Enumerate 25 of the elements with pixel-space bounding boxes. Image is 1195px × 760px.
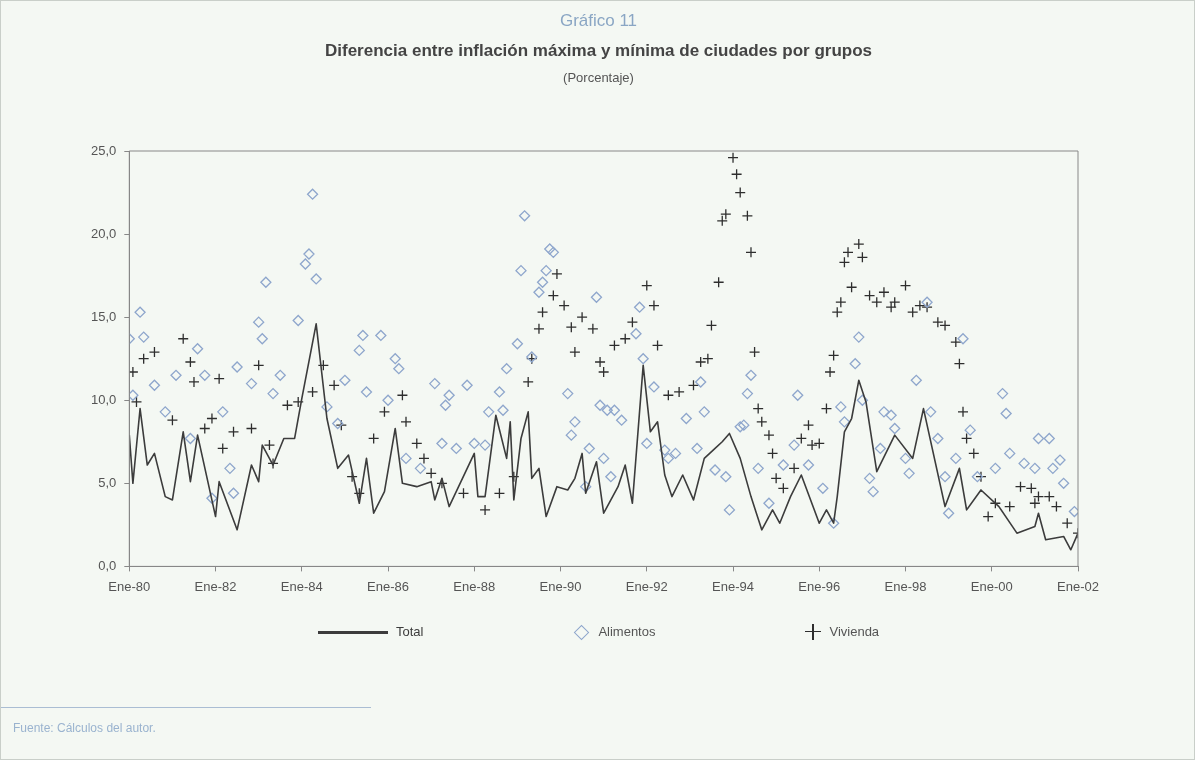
y-tick-label: 10,0: [90, 391, 117, 407]
x-tick-label: Ene-00: [970, 578, 1013, 594]
text: Total: [395, 623, 424, 639]
x-tick-label: Ene-86: [367, 578, 409, 594]
x-tick-label: Ene-98: [884, 578, 927, 594]
x-tick-label: Ene-88: [453, 578, 496, 594]
text: Gráfico 11: [558, 11, 639, 31]
y-tick-label: 25,0: [90, 142, 117, 158]
x-tick-label: Ene-02: [1057, 578, 1099, 594]
x-tick-label: Ene-84: [280, 578, 323, 594]
y-tick-label: 5,0: [98, 474, 117, 490]
chart-subtitle: (Porcentaje): [562, 70, 635, 85]
y-tick-label: 20,0: [90, 225, 117, 241]
x-tick-label: Ene-80: [108, 578, 151, 594]
x-tick-label: Ene-92: [625, 578, 668, 594]
legend-label: Vivienda: [829, 623, 880, 639]
x-tick-label: Ene-90: [539, 578, 582, 594]
source-note: Fuente: Cálculos del autor.: [13, 721, 156, 735]
x-tick-label: Ene-82: [194, 578, 237, 594]
x-tick-label: Ene-94: [712, 578, 754, 594]
chart-title: Diferencia entre inflación máxima y mínima de ciudades por grupos: [324, 41, 873, 61]
legend-label: Alimentos: [598, 623, 656, 639]
y-tick-label: 0,0: [98, 557, 117, 573]
y-tick-label: 15,0: [90, 308, 117, 324]
x-tick-label: Ene-96: [798, 578, 841, 594]
